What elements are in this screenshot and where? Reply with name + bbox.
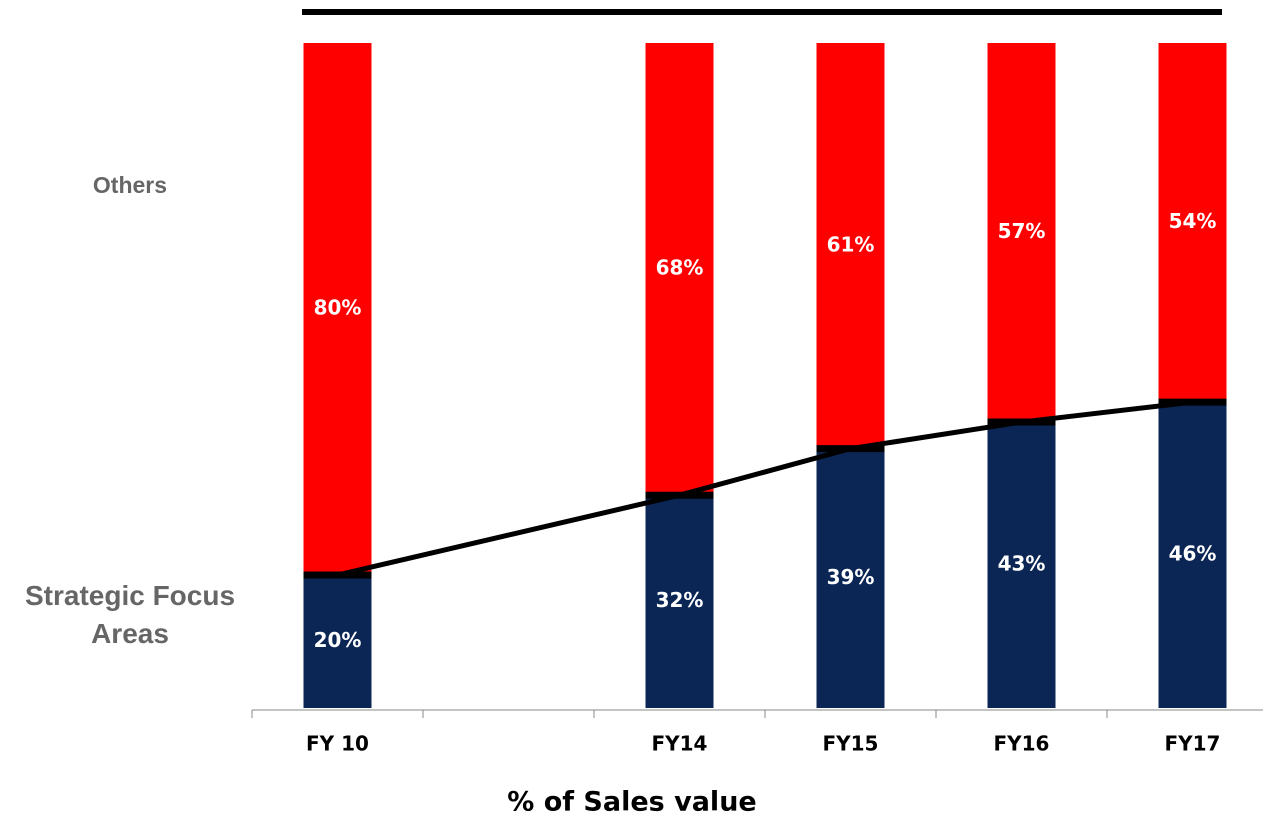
- x-tick-label: FY16: [994, 732, 1050, 756]
- value-label: 68%: [656, 256, 704, 280]
- value-label: 54%: [1169, 209, 1217, 233]
- value-label: 39%: [827, 565, 875, 589]
- value-label: 57%: [998, 219, 1046, 243]
- bar-segment: [816, 448, 885, 708]
- bar-segment: [645, 43, 714, 496]
- value-label: 20%: [314, 628, 362, 652]
- bar-segment: [303, 43, 372, 575]
- bar-segment: [1158, 43, 1227, 403]
- x-tick-label: FY15: [823, 732, 879, 756]
- x-tick-label: FY17: [1165, 732, 1221, 756]
- bar-segment: [303, 575, 372, 708]
- value-label: 43%: [998, 552, 1046, 576]
- value-label: 46%: [1169, 542, 1217, 566]
- bar-segment: [987, 43, 1056, 423]
- bar-segment: [1158, 402, 1227, 708]
- value-label: 61%: [827, 232, 875, 256]
- value-label: 80%: [314, 296, 362, 320]
- bar-segment: [816, 43, 885, 449]
- legend-strategic: Strategic Focus Areas: [24, 580, 236, 649]
- x-tick-label: FY 10: [306, 732, 369, 756]
- value-label: 32%: [656, 588, 704, 612]
- legend-others: Others: [92, 172, 168, 198]
- bar-segment: [987, 422, 1056, 708]
- x-tick-label: FY14: [652, 732, 708, 756]
- bar-segment: [645, 495, 714, 708]
- x-axis-title: % of Sales value: [507, 787, 756, 818]
- trend-line: [336, 399, 1193, 578]
